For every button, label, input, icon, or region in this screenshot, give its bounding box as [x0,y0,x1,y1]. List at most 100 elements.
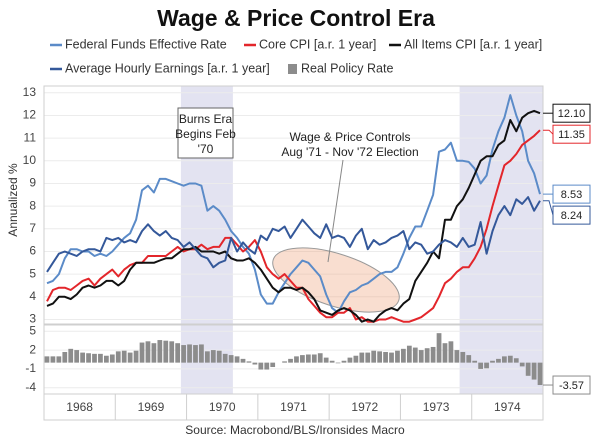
bar [121,350,127,363]
bar [365,352,371,363]
bar [151,343,157,363]
bar [210,350,216,363]
bar [252,362,258,365]
bar [406,345,412,363]
bar [270,362,276,368]
legend-swatch [288,64,297,74]
bar [513,358,519,363]
upper-frame [43,85,544,325]
bar [442,343,448,363]
line-series [46,196,541,273]
legend-label: Core CPI [a.r. 1 year] [259,37,376,51]
bar [109,354,115,363]
bar [377,351,383,363]
bar [169,341,175,363]
y-tick-label: 12 [23,108,37,122]
end-label-connector [543,200,554,216]
bar [258,362,264,370]
bar [103,355,109,363]
bar [507,355,513,363]
bar [519,362,525,367]
shaded-period [459,86,543,324]
bar [424,348,430,363]
bar [472,360,478,363]
controls-ellipse [272,247,400,313]
y-tick-label: 10 [23,153,37,167]
bar [92,353,97,363]
bar [193,345,198,363]
bar [490,360,495,363]
y-tick-label: 5 [29,266,36,280]
y-axis-title: Annualized % [6,163,20,237]
bar [86,353,91,363]
bar [454,350,460,363]
bar [175,343,181,363]
bar [418,350,424,363]
y-tick-label: 7 [29,221,36,235]
end-label-box [552,184,591,204]
bar [216,350,222,363]
bar [74,350,80,363]
bar [347,357,353,363]
end-label: 8.53 [561,189,582,201]
bar [68,348,74,363]
x-tick-label: 1970 [209,400,236,414]
bar [294,356,299,363]
bar [187,344,192,363]
bar [484,362,489,369]
x-tick-label: 1973 [423,400,450,414]
end-label: -3.57 [559,380,584,392]
bar [329,360,335,363]
shaded-period [459,325,543,394]
bar [300,355,305,363]
annotation-leader [327,159,344,263]
bar [478,362,484,369]
bar [288,358,293,363]
bar [282,361,287,363]
y-tick-label: 3 [29,312,36,326]
bar [98,353,103,363]
bar [335,362,341,364]
end-label: 12.10 [558,108,586,120]
end-label-box [552,103,591,123]
y-tick-label: -1 [25,361,36,375]
bar [383,351,388,363]
line-series [46,94,541,314]
end-label-box [552,124,591,144]
bar [133,350,139,363]
bar [246,361,252,363]
marks-layer [44,94,543,386]
bar [359,352,365,363]
bar [234,356,240,363]
y-tick-label: 13 [23,85,37,99]
bar [228,355,234,363]
bar [62,351,68,363]
y-tick-label: 11 [24,130,37,144]
bar [199,344,204,363]
bar [56,356,62,363]
x-tick-label: 1974 [494,400,521,414]
annotation-text: '70 [198,142,214,156]
bar [305,354,311,363]
bar [395,350,400,363]
y-tick-label: 4 [29,289,36,303]
bar [115,351,121,363]
chart-title: Wage & Price Control Era [157,5,435,31]
bar [401,348,406,363]
bar [466,355,472,363]
bar [163,340,169,363]
bar [222,353,228,363]
bar [240,358,246,363]
bar [157,340,163,363]
bar [80,352,85,363]
bar [44,356,50,363]
end-label-connector [543,129,554,135]
line-series [46,129,541,323]
legend-label: All Items CPI [a.r. 1 year] [404,37,542,51]
end-label: 11.35 [558,129,585,141]
bar [181,345,186,363]
bar [389,352,394,363]
bar [496,358,501,363]
y-tick-label: 2 [29,342,36,356]
